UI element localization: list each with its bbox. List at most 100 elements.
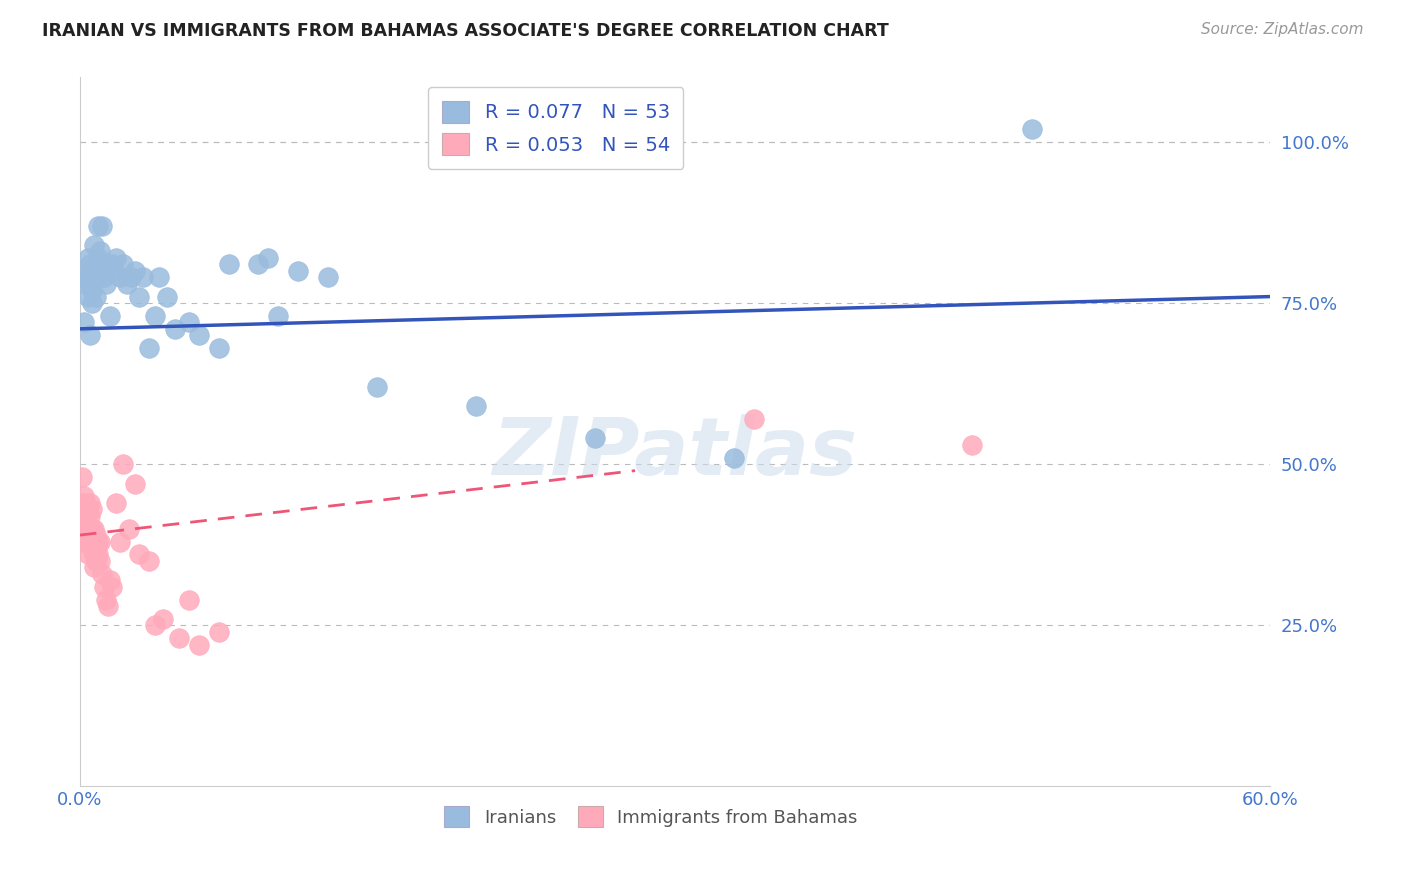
- Legend: Iranians, Immigrants from Bahamas: Iranians, Immigrants from Bahamas: [437, 799, 865, 834]
- Point: [90, 219, 112, 233]
- Point: [76, 290, 98, 304]
- Point: [86, 548, 108, 562]
- Point: [76, 548, 98, 562]
- Point: [90, 566, 112, 581]
- Point: [75, 264, 97, 278]
- Point: [75, 528, 97, 542]
- Point: [75, 277, 97, 291]
- Point: [80, 522, 103, 536]
- Point: [86, 251, 108, 265]
- Point: [104, 251, 127, 265]
- Point: [73, 534, 96, 549]
- Point: [208, 624, 231, 639]
- Point: [960, 438, 983, 452]
- Point: [98, 309, 121, 323]
- Point: [103, 264, 125, 278]
- Point: [76, 528, 98, 542]
- Point: [80, 283, 103, 297]
- Point: [316, 270, 339, 285]
- Point: [723, 450, 745, 465]
- Point: [143, 618, 166, 632]
- Point: [742, 412, 765, 426]
- Point: [83, 534, 105, 549]
- Point: [128, 290, 150, 304]
- Point: [112, 457, 135, 471]
- Point: [366, 380, 388, 394]
- Point: [70, 496, 93, 510]
- Point: [76, 502, 98, 516]
- Point: [83, 548, 105, 562]
- Point: [86, 534, 108, 549]
- Point: [93, 580, 115, 594]
- Point: [94, 277, 117, 291]
- Point: [75, 508, 97, 523]
- Point: [89, 257, 111, 271]
- Point: [218, 257, 240, 271]
- Point: [165, 322, 187, 336]
- Point: [98, 573, 121, 587]
- Point: [94, 592, 117, 607]
- Point: [100, 580, 122, 594]
- Text: IRANIAN VS IMMIGRANTS FROM BAHAMAS ASSOCIATE'S DEGREE CORRELATION CHART: IRANIAN VS IMMIGRANTS FROM BAHAMAS ASSOC…: [42, 22, 889, 40]
- Point: [73, 508, 96, 523]
- Point: [80, 296, 103, 310]
- Point: [97, 257, 120, 271]
- Point: [117, 277, 139, 291]
- Point: [108, 270, 131, 285]
- Point: [76, 522, 98, 536]
- Point: [89, 554, 111, 568]
- Text: ZIPatlas: ZIPatlas: [492, 414, 858, 492]
- Point: [120, 270, 142, 285]
- Point: [83, 560, 105, 574]
- Point: [465, 399, 488, 413]
- Point: [187, 638, 209, 652]
- Point: [93, 270, 115, 285]
- Point: [80, 534, 103, 549]
- Point: [287, 264, 309, 278]
- Point: [73, 490, 96, 504]
- Point: [84, 541, 107, 555]
- Point: [247, 257, 270, 271]
- Point: [208, 341, 231, 355]
- Point: [84, 528, 107, 542]
- Point: [84, 290, 107, 304]
- Point: [124, 264, 146, 278]
- Point: [89, 534, 111, 549]
- Point: [138, 341, 160, 355]
- Point: [79, 328, 101, 343]
- Point: [79, 534, 101, 549]
- Point: [83, 264, 105, 278]
- Point: [76, 270, 98, 285]
- Point: [75, 496, 97, 510]
- Point: [97, 599, 120, 613]
- Point: [86, 219, 108, 233]
- Point: [100, 257, 122, 271]
- Point: [80, 534, 103, 549]
- Point: [132, 270, 155, 285]
- Point: [84, 554, 107, 568]
- Point: [187, 328, 209, 343]
- Point: [177, 592, 200, 607]
- Point: [167, 632, 190, 646]
- Point: [112, 257, 135, 271]
- Point: [76, 251, 98, 265]
- Text: Source: ZipAtlas.com: Source: ZipAtlas.com: [1201, 22, 1364, 37]
- Point: [143, 309, 166, 323]
- Point: [83, 522, 105, 536]
- Point: [156, 290, 179, 304]
- Point: [118, 522, 141, 536]
- Point: [79, 277, 101, 291]
- Point: [89, 244, 111, 259]
- Point: [128, 548, 150, 562]
- Point: [79, 257, 101, 271]
- Point: [83, 238, 105, 252]
- Point: [80, 502, 103, 516]
- Point: [73, 315, 96, 329]
- Point: [257, 251, 280, 265]
- Point: [80, 541, 103, 555]
- Point: [70, 470, 93, 484]
- Point: [108, 534, 131, 549]
- Point: [148, 270, 170, 285]
- Point: [79, 508, 101, 523]
- Point: [84, 270, 107, 285]
